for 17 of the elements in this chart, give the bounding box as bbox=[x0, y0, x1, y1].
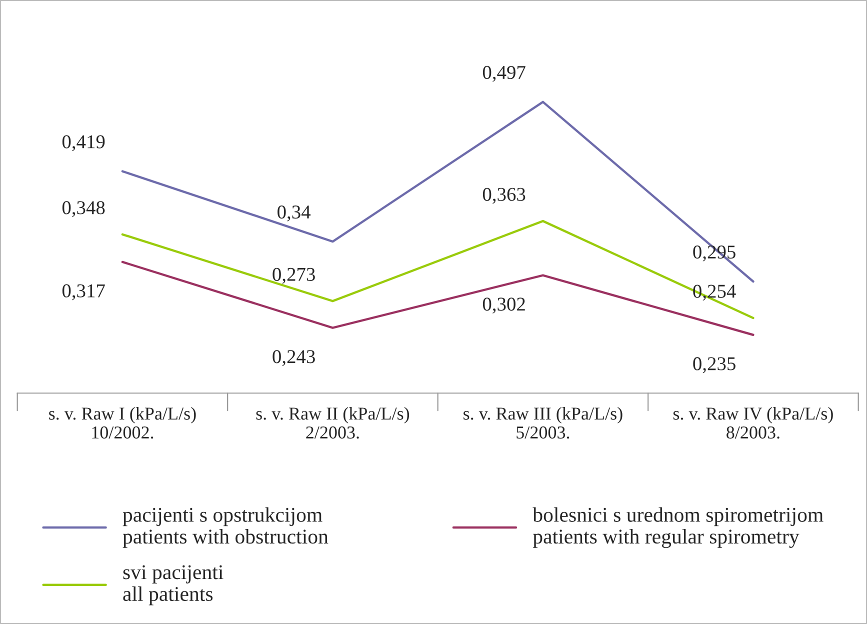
x-tick-label: s. v. Raw II (kPa/L/s) 2/2003. bbox=[256, 407, 410, 439]
legend-label: svi pacijenti all patients bbox=[123, 565, 224, 606]
data-label: 0,273 bbox=[272, 268, 315, 284]
data-label: 0,243 bbox=[272, 350, 315, 366]
data-label: 0,34 bbox=[278, 205, 311, 222]
x-tick-label: s. v. Raw IV (kPa/L/s) 8/2003. bbox=[673, 407, 833, 439]
data-label: 0,317 bbox=[62, 284, 105, 300]
data-label: 0,302 bbox=[482, 298, 525, 314]
x-tick-label: s. v. Raw I (kPa/L/s) 10/2002. bbox=[49, 407, 196, 439]
data-label: 0,363 bbox=[482, 188, 526, 204]
data-label: 0,497 bbox=[482, 66, 526, 82]
data-label: 0,348 bbox=[62, 201, 105, 218]
x-tick-label: s. v. Raw III (kPa/L/s) 5/2003. bbox=[464, 407, 622, 439]
legend-label: bolesnici s urednom spirometrijom patients with regular spirometry bbox=[532, 507, 824, 548]
data-label: 0,235 bbox=[693, 357, 736, 374]
data-label: 0,419 bbox=[62, 135, 105, 152]
legend-label: pacijenti s opstrukcijom patients with obstruction bbox=[122, 507, 328, 548]
